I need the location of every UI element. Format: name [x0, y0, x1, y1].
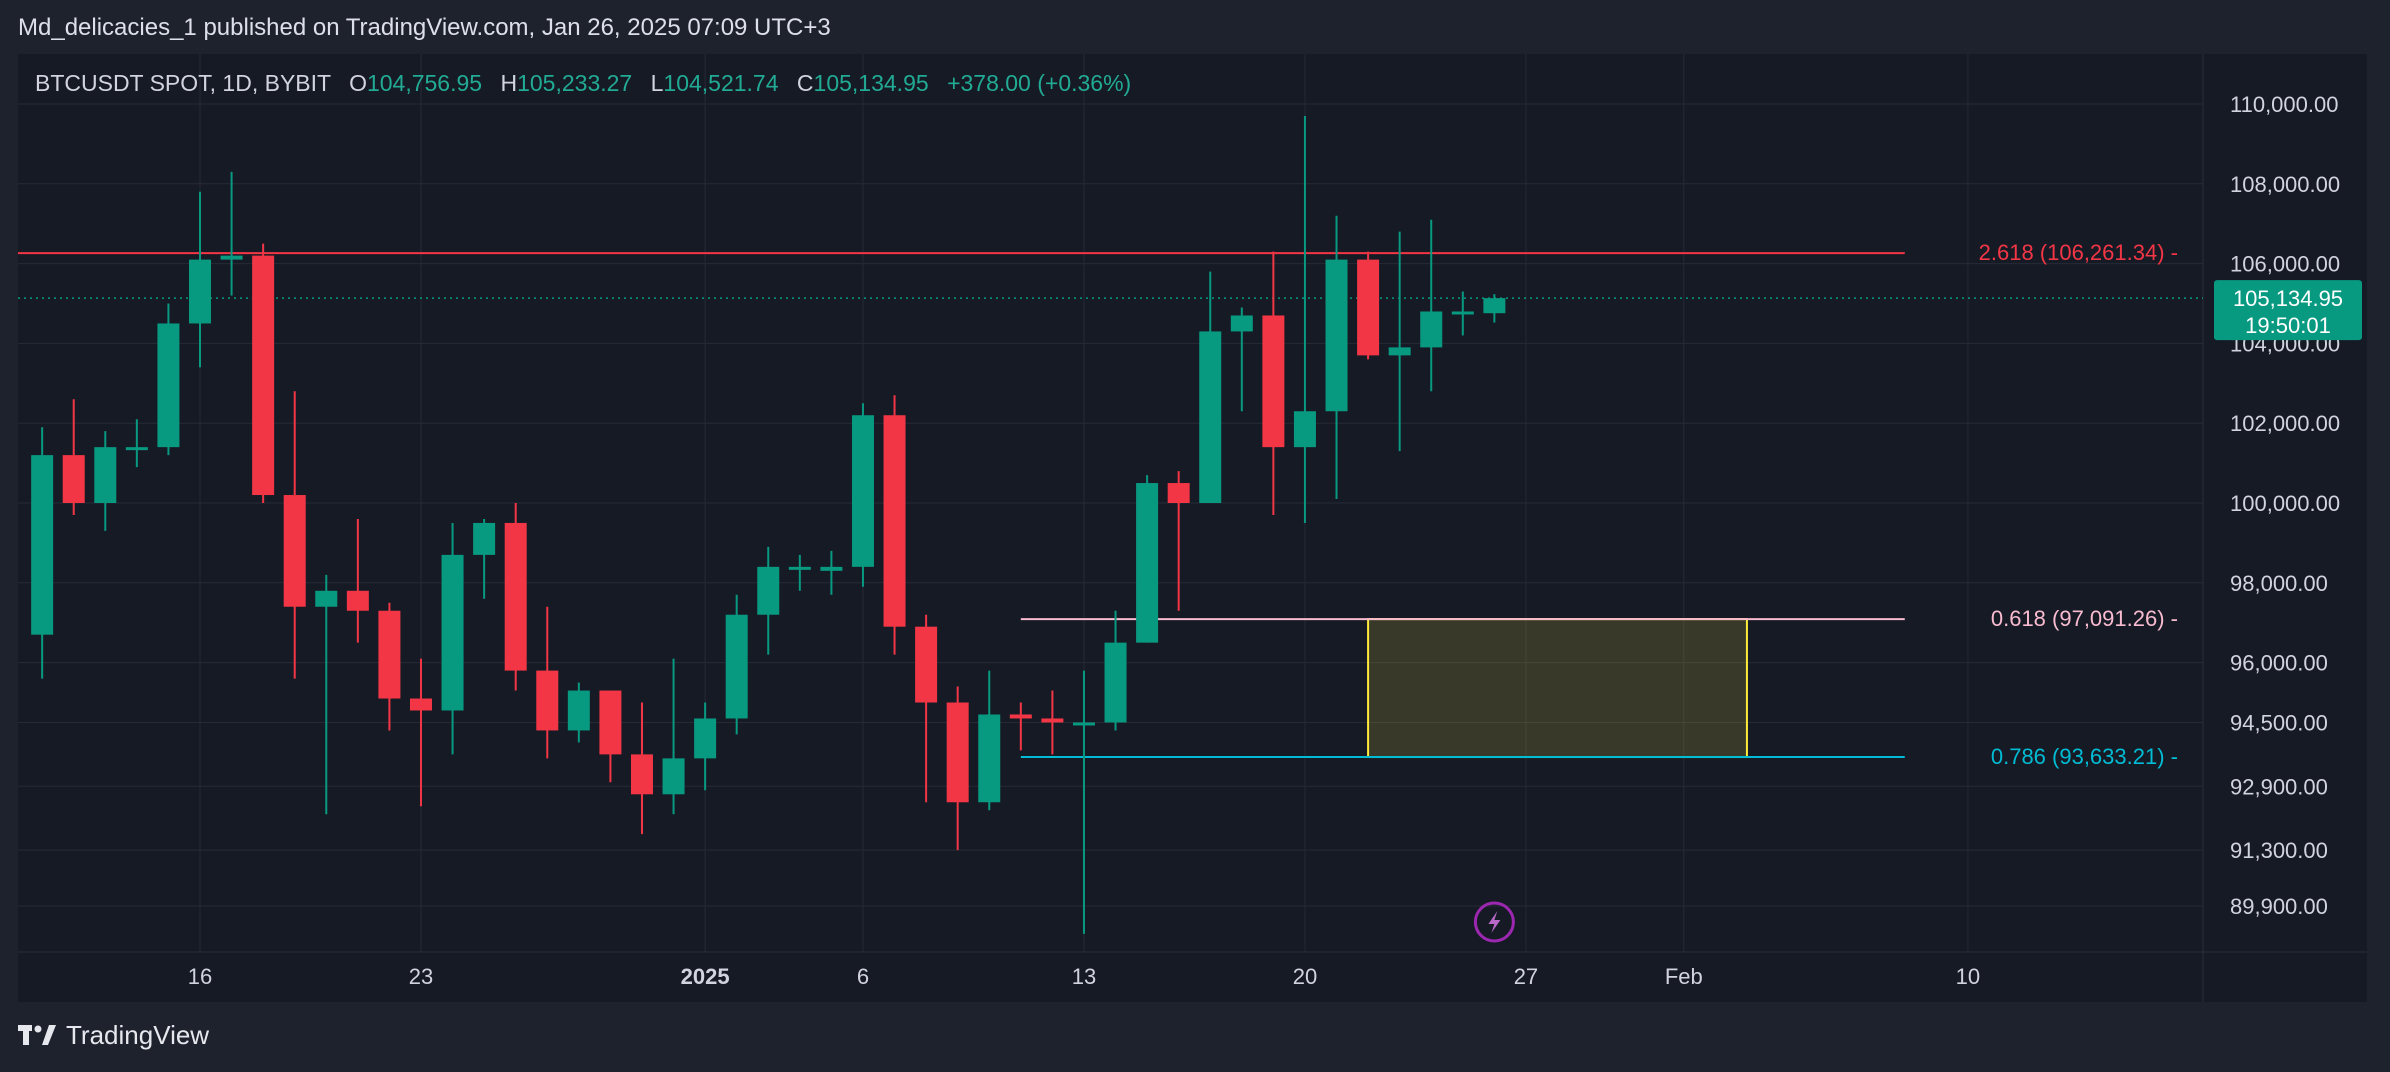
candle-body — [346, 590, 369, 611]
candle-body — [1009, 714, 1032, 719]
candle-body — [599, 690, 622, 755]
last-price-label: 105,134.95 — [2233, 286, 2343, 311]
tradingview-logo-icon — [18, 1024, 56, 1045]
y-tick-label: 106,000.00 — [2230, 252, 2340, 277]
publish-info: Md_delicacies_1 published on TradingView… — [18, 14, 831, 41]
candle-body — [1262, 315, 1285, 448]
footer: TradingView — [18, 1020, 209, 1051]
candle-body — [1325, 259, 1348, 412]
candle-body — [1072, 722, 1095, 726]
x-tick-label: 20 — [1293, 964, 1317, 989]
candle-body — [1388, 347, 1411, 356]
candle-body — [1167, 483, 1190, 504]
x-tick-label: 16 — [188, 964, 212, 989]
fib-level-label: 2.618 (106,261.34) - — [1979, 240, 2178, 265]
candle-body — [1199, 331, 1222, 504]
candle-body — [1357, 259, 1380, 356]
candle-body — [409, 698, 432, 711]
y-tick-label: 89,900.00 — [2230, 894, 2328, 919]
candle-body — [915, 626, 938, 703]
x-tick-label: 23 — [409, 964, 433, 989]
change-value: +378.00 (+0.36%) — [947, 70, 1132, 96]
candle-body — [536, 670, 559, 731]
candle-body — [1451, 311, 1474, 315]
candle-body — [189, 259, 211, 324]
candle-body — [630, 754, 653, 795]
candle-body — [315, 590, 338, 607]
lightning-icon — [1473, 901, 1515, 943]
candle-body — [283, 495, 306, 607]
brand-label[interactable]: TradingView — [66, 1020, 210, 1050]
high-value: 105,233.27 — [517, 70, 633, 96]
x-tick-label: 13 — [1072, 964, 1096, 989]
candle-body — [62, 455, 85, 504]
ohlc-legend: BTCUSDT SPOT, 1D, BYBIT O104,756.95 H105… — [35, 70, 1131, 97]
candle-body — [978, 714, 1001, 803]
low-value: 104,521.74 — [663, 70, 779, 96]
candle-body — [473, 522, 496, 555]
candle-body — [567, 690, 590, 731]
candle-body — [820, 566, 843, 571]
candle-body — [94, 447, 117, 504]
close-value: 105,134.95 — [813, 70, 929, 96]
candle-body — [1136, 483, 1159, 643]
candle-body — [662, 758, 685, 795]
lightning-bolt — [1488, 911, 1501, 933]
candle-body — [252, 255, 275, 496]
candle-body — [725, 614, 748, 719]
symbol-label[interactable]: BTCUSDT SPOT, 1D, BYBIT — [35, 70, 331, 96]
candle-body — [757, 566, 780, 615]
candle-body — [1293, 411, 1316, 448]
y-tick-label: 94,500.00 — [2230, 710, 2328, 735]
x-tick-label: 2025 — [681, 964, 730, 989]
open-value: 104,756.95 — [366, 70, 483, 96]
y-tick-label: 96,000.00 — [2230, 651, 2328, 676]
fib-level-label: 0.786 (93,633.21) - — [1991, 744, 2178, 769]
candle-body — [946, 702, 969, 803]
candle-body — [1483, 298, 1506, 314]
candle-body — [1420, 311, 1443, 348]
chart-panel[interactable]: 110,000.00 108,000.00 106,000.00 104,000.00… — [18, 54, 2367, 1002]
close-label: C — [796, 70, 814, 96]
last-price-tag — [2214, 280, 2362, 341]
fib-level-label: 0.618 (97,091.26) - — [1991, 606, 2178, 631]
candlestick-chart[interactable]: 110,000.00108,000.00106,000.00104,000.00… — [18, 54, 2367, 1002]
candle-body — [31, 455, 54, 635]
target-zone — [1367, 618, 1748, 759]
candle-body — [504, 522, 527, 671]
candle-body — [694, 718, 717, 759]
open-label: O — [349, 70, 367, 96]
x-tick-label: 27 — [1514, 964, 1538, 989]
y-tick-label: 108,000.00 — [2230, 172, 2340, 197]
y-tick-label: 110,000.00 — [2230, 92, 2338, 117]
candle-body — [1230, 315, 1253, 332]
y-tick-label: 91,300.00 — [2230, 838, 2328, 863]
candle-body — [788, 566, 811, 570]
candle-body — [883, 415, 906, 627]
x-tick-label: Feb — [1665, 964, 1703, 989]
low-label: L — [650, 70, 664, 96]
y-tick-label: 92,900.00 — [2230, 774, 2328, 799]
candle-body — [851, 415, 874, 567]
y-tick-label: 102,000.00 — [2230, 411, 2340, 436]
high-label: H — [500, 70, 518, 96]
candle-body — [220, 255, 243, 260]
candle-body — [1041, 718, 1064, 723]
candle-body — [157, 323, 180, 448]
candle-body — [125, 447, 148, 451]
y-tick-label: 100,000.00 — [2230, 491, 2340, 516]
candle-body — [441, 554, 464, 711]
x-tick-label: 10 — [1956, 964, 1980, 989]
x-tick-label: 6 — [857, 964, 869, 989]
candle-body — [378, 610, 401, 699]
price-countdown: 19:50:01 — [2245, 313, 2331, 338]
candle-body — [1104, 642, 1127, 723]
y-tick-label: 98,000.00 — [2230, 571, 2328, 596]
